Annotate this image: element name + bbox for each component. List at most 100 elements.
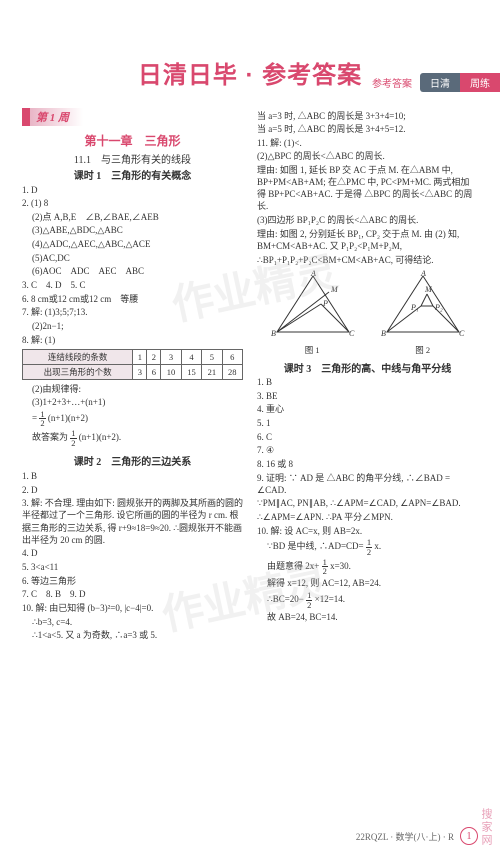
ans-line: 10. 解: 由已知得 (b−3)²=0, |c−4|=0.	[22, 602, 243, 614]
fraction: 12	[39, 410, 45, 428]
tbl-cell: 5	[202, 349, 222, 364]
figures-row: AB CP M AB CM P₁P₂	[257, 270, 478, 340]
ans-line: ∴1<a<5. 又 a 为奇数, ∴a=3 或 5.	[22, 629, 243, 641]
text: x.	[374, 541, 381, 551]
ans-line: 8. 16 或 8	[257, 458, 478, 470]
lesson1-heading: 课时 1 三角形的有关概念	[22, 167, 243, 182]
fraction: 12	[70, 429, 76, 447]
header-label: 参考答案	[372, 75, 412, 90]
tbl-cell: 6	[222, 349, 242, 364]
ans-line: 由题意得 2x+ 12 x=30.	[257, 558, 478, 576]
text: ×12=14.	[315, 594, 345, 604]
text: ∵BD 是中线, ∴AD=CD=	[267, 541, 364, 551]
denom: 2	[306, 601, 312, 610]
footer-code: 22RQZL · 数学(八·上) · R	[356, 830, 454, 843]
ans-line: 8. 解: (1)	[22, 334, 243, 346]
text: ∴BC=20−	[267, 594, 304, 604]
ans-line: 5. 1	[257, 417, 478, 429]
tbl-cell: 4	[181, 349, 201, 364]
svg-text:B: B	[271, 329, 276, 338]
tbl-cell: 6	[147, 364, 161, 379]
svg-text:C: C	[349, 329, 355, 338]
denom: 2	[70, 439, 76, 448]
ans-line: ∴∠APM=∠APN. ∴PA 平分∠MPN.	[257, 511, 478, 523]
figure-captions: 图 1 图 2	[257, 344, 478, 356]
tbl-cell: 15	[181, 364, 201, 379]
lesson2-heading: 课时 2 三角形的三边关系	[22, 453, 243, 468]
ans-line: (6)AOC ADC AEC ABC	[22, 265, 243, 277]
tbl-head: 连结线段的条数	[23, 349, 133, 364]
tbl-cell: 3	[161, 349, 181, 364]
svg-text:M: M	[424, 285, 433, 294]
footer: 22RQZL · 数学(八·上) · R 1	[356, 827, 478, 845]
svg-text:C: C	[459, 329, 465, 338]
ans-line: (3)四边形 BP₁P₂C 的周长<△ABC 的周长.	[257, 214, 478, 226]
text: x=30.	[330, 561, 351, 571]
ans-line: 11. 解: (1)<.	[257, 137, 478, 149]
ans-line: 解得 x=12, 则 AC=12, AB=24.	[257, 577, 478, 589]
week-tag: 第 1 周	[22, 108, 83, 126]
ans-line: (2)△BPC 的周长<△ABC 的周长.	[257, 150, 478, 162]
ans-line: 1. B	[257, 376, 478, 388]
tab-daily: 日清	[420, 73, 460, 92]
tbl-cell: 3	[133, 364, 147, 379]
ans-line: 理由: 如图 1, 延长 BP 交 AC 于点 M. 在△ABM 中, BP+P…	[257, 164, 478, 213]
denom: 2	[322, 567, 328, 576]
tbl-cell: 28	[222, 364, 242, 379]
svg-text:B: B	[381, 329, 386, 338]
ans-line: (2)2n−1;	[22, 320, 243, 332]
ans-line: 2. D	[22, 484, 243, 496]
ans-line: 5. 3<a<11	[22, 561, 243, 573]
figure-2: AB CM P₁P₂	[375, 270, 470, 340]
source-stamp: 搜家网	[478, 808, 494, 847]
ans-line: ∵BD 是中线, ∴AD=CD= 12 x.	[257, 538, 478, 556]
ans-line: ∴BC=20− 12 ×12=14.	[257, 591, 478, 609]
ans-line: 7. 解: (1)3;5;7;13.	[22, 306, 243, 318]
lesson3-heading: 课时 3 三角形的高、中线与角平分线	[257, 360, 478, 375]
ans-line: 4. D	[22, 547, 243, 559]
fraction: 12	[322, 558, 328, 576]
content-columns: 第 1 周 第十一章 三角形 11.1 与三角形有关的线段 课时 1 三角形的有…	[0, 108, 500, 643]
ans-line: 6. C	[257, 431, 478, 443]
mini-table: 连结线段的条数 1 2 3 4 5 6 出现三角形的个数 3 6 10 15 2…	[22, 349, 243, 380]
tbl-cell: 1	[133, 349, 147, 364]
ans-line: 7. ④	[257, 444, 478, 456]
chapter-heading: 第十一章 三角形	[22, 132, 243, 149]
denom: 2	[366, 548, 372, 557]
ans-line: 理由: 如图 2, 分别延长 BP₁, CP₂ 交于点 M. 由 (2) 知, …	[257, 228, 478, 252]
svg-text:P₂: P₂	[434, 303, 443, 312]
denom: 2	[39, 419, 45, 428]
header-bar: 参考答案 日清 周练	[372, 73, 500, 92]
tbl-cell: 10	[161, 364, 181, 379]
ans-line: (5)AC,DC	[22, 252, 243, 264]
ans-line: 3. 解: 不合理. 理由如下: 圆规张开的两脚及其所画的圆的半径都过了一个三角…	[22, 497, 243, 546]
ans-line: ∴BP₁+P₁P₂+P₂C<BM+CM<AB+AC, 可得结论.	[257, 254, 478, 266]
fraction: 12	[306, 591, 312, 609]
ans-line: 10. 解: 设 AC=x, 则 AB=2x.	[257, 525, 478, 537]
tbl-cell: 21	[202, 364, 222, 379]
ans-line: 故答案为 12 (n+1)(n+2).	[22, 429, 243, 447]
text: =	[32, 413, 39, 423]
ans-line: 故 AB=24, BC=14.	[257, 611, 478, 623]
ans-line: (2)由规律得:	[22, 383, 243, 395]
ans-line: 4. 重心	[257, 403, 478, 415]
ans-line: ∴b=3, c=4.	[22, 616, 243, 628]
ans-line: 6. 等边三角形	[22, 575, 243, 587]
ans-line: 3. BE	[257, 390, 478, 402]
ans-line: 3. C 4. D 5. C	[22, 279, 243, 291]
ans-line: 9. 证明: ∵ AD 是 △ABC 的角平分线, ∴∠BAD = ∠CAD.	[257, 472, 478, 496]
page-number: 1	[460, 827, 478, 845]
ans-line: 1. B	[22, 470, 243, 482]
text: 由题意得 2x+	[267, 561, 319, 571]
tab-weekly: 周练	[460, 73, 500, 92]
text: 故答案为	[32, 433, 70, 443]
text: (n+1)(n+2)	[48, 413, 88, 423]
figure-1: AB CP M	[265, 270, 360, 340]
ans-line: = 12 (n+1)(n+2)	[22, 410, 243, 428]
ans-line: 当 a=5 时, △ABC 的周长是 3+4+5=12.	[257, 123, 478, 135]
ans-line: (3)△ABE,△BDC,△ABC	[22, 224, 243, 236]
tbl-head: 出现三角形的个数	[23, 364, 133, 379]
svg-text:M: M	[330, 285, 339, 294]
tbl-cell: 2	[147, 349, 161, 364]
ans-line: (4)△ADC,△AEC,△ABC,△ACE	[22, 238, 243, 250]
